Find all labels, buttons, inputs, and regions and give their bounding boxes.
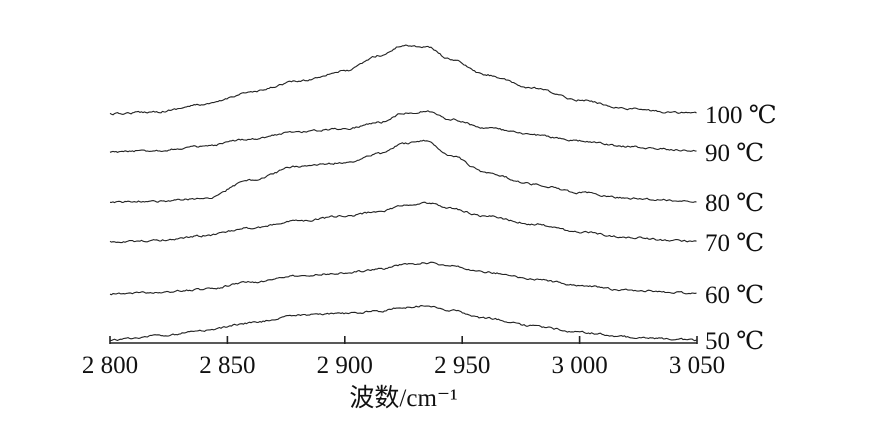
x-tick-label-3: 2 900 (317, 352, 373, 379)
series-line-1 (109, 44, 697, 116)
series-line-5 (109, 261, 697, 296)
x-axis-title: 波数/cm⁻¹ (349, 384, 457, 412)
series-line-3 (109, 139, 697, 204)
series-labels: 100 ℃ 90 ℃ 80 ℃ 70 ℃ 60 ℃ 50 ℃ (705, 102, 777, 355)
series-label-4: 70 ℃ (705, 230, 764, 257)
series-line-2 (109, 110, 697, 153)
series-label-3: 80 ℃ (705, 190, 764, 217)
x-tick-label-4: 2 950 (434, 352, 490, 379)
spectra-traces (109, 44, 697, 342)
series-label-6: 50 ℃ (705, 328, 764, 355)
series-line-6 (109, 305, 697, 342)
x-tick-label-1: 2 800 (82, 352, 138, 379)
series-label-2: 90 ℃ (705, 140, 764, 167)
x-axis-ticks: 2 800 2 850 2 900 2 950 3 000 3 050 (82, 336, 725, 379)
x-tick-label-2: 2 850 (199, 352, 255, 379)
series-label-5: 60 ℃ (705, 282, 764, 309)
x-tick-label-5: 3 000 (551, 352, 607, 379)
x-tick-label-6: 3 050 (669, 352, 725, 379)
series-line-4 (109, 201, 697, 244)
series-label-1: 100 ℃ (705, 102, 777, 129)
